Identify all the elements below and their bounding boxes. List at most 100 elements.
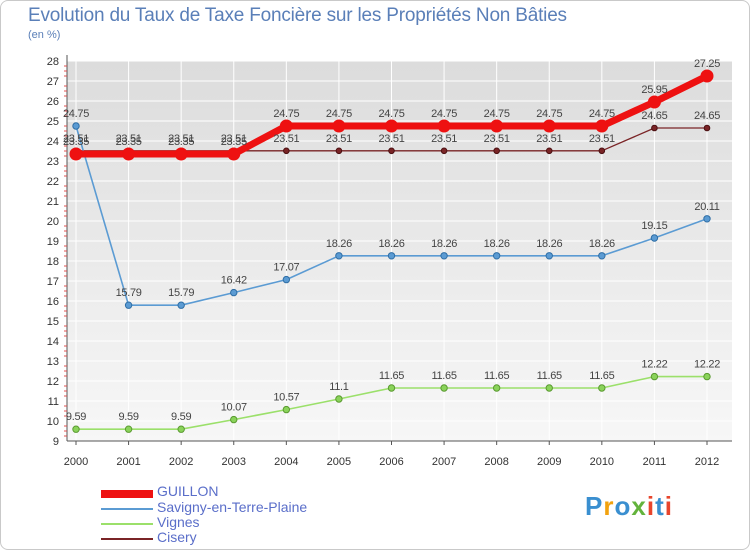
data-label-cisery: 23.51 xyxy=(589,133,615,145)
x-tick-label: 2008 xyxy=(484,456,508,468)
point-guillon[interactable] xyxy=(490,119,504,133)
legend-swatch-cisery xyxy=(101,538,153,540)
x-tick-label: 2005 xyxy=(327,456,351,468)
data-label-vignes: 12.22 xyxy=(694,359,720,371)
legend-swatch-vignes xyxy=(101,523,153,525)
data-label-savigny-en-terre-plaine: 18.26 xyxy=(536,238,562,250)
point-cisery[interactable] xyxy=(598,147,606,155)
point-vignes[interactable] xyxy=(650,372,659,381)
point-vignes[interactable] xyxy=(282,405,291,414)
point-guillon[interactable] xyxy=(227,147,241,161)
data-label-vignes: 11.65 xyxy=(589,370,614,382)
point-vignes[interactable] xyxy=(598,384,606,392)
point-guillon[interactable] xyxy=(69,147,83,161)
unit-label: (en %) xyxy=(28,29,61,41)
point-savigny-en-terre-plaine[interactable] xyxy=(124,301,133,309)
data-label-vignes: 11.65 xyxy=(379,370,404,382)
data-label-savigny-en-terre-plaine: 24.75 xyxy=(63,108,89,120)
point-vignes[interactable] xyxy=(703,372,711,381)
x-tick-label: 2002 xyxy=(169,456,193,468)
point-cisery[interactable] xyxy=(703,124,711,132)
data-label-vignes: 11.65 xyxy=(431,370,456,382)
point-guillon[interactable] xyxy=(279,119,293,133)
legend-swatch-guillon xyxy=(101,490,153,498)
point-savigny-en-terre-plaine[interactable] xyxy=(545,252,553,260)
logo-letter: x xyxy=(631,491,647,521)
point-guillon[interactable] xyxy=(437,119,451,133)
point-savigny-en-terre-plaine[interactable] xyxy=(230,288,238,297)
legend-label-savigny: Savigny-en-Terre-Plaine xyxy=(157,499,308,515)
point-savigny-en-terre-plaine[interactable] xyxy=(598,252,606,260)
data-label-vignes: 11.65 xyxy=(484,370,509,382)
point-cisery[interactable] xyxy=(545,147,553,155)
y-tick-label: 25 xyxy=(47,116,59,128)
x-tick-label: 2009 xyxy=(537,456,561,468)
point-vignes[interactable] xyxy=(124,425,133,433)
point-cisery[interactable] xyxy=(651,124,658,132)
data-label-vignes: 10.07 xyxy=(221,402,247,414)
point-savigny-en-terre-plaine[interactable] xyxy=(492,252,501,260)
data-label-cisery: 23.51 xyxy=(221,133,247,145)
point-vignes[interactable] xyxy=(545,384,553,392)
y-tick-label: 18 xyxy=(47,256,59,268)
point-cisery[interactable] xyxy=(283,147,290,155)
data-label-guillon: 24.75 xyxy=(536,108,562,120)
y-tick-label: 28 xyxy=(47,56,59,68)
point-savigny-en-terre-plaine[interactable] xyxy=(440,252,448,260)
point-cisery[interactable] xyxy=(440,147,448,155)
point-vignes[interactable] xyxy=(440,384,448,392)
data-labels: 23.51 23.51 23.51 23.51 23.51 23.51 23.51 23.51… xyxy=(63,58,721,423)
point-guillon[interactable] xyxy=(174,147,188,161)
point-vignes[interactable] xyxy=(387,384,396,392)
data-label-guillon: 24.75 xyxy=(378,108,404,120)
point-savigny-en-terre-plaine[interactable] xyxy=(650,234,659,242)
legend-swatch-savigny xyxy=(101,508,153,510)
grid xyxy=(67,60,732,442)
data-label-vignes: 9.59 xyxy=(171,411,191,423)
point-savigny-en-terre-plaine[interactable] xyxy=(335,252,343,260)
point-guillon[interactable] xyxy=(385,119,398,133)
data-label-savigny-en-terre-plaine: 15.79 xyxy=(116,287,142,299)
point-savigny-en-terre-plaine[interactable] xyxy=(387,252,396,260)
y-tick-label: 22 xyxy=(47,176,59,188)
point-savigny-en-terre-plaine[interactable] xyxy=(177,301,185,309)
data-label-cisery: 23.51 xyxy=(378,133,404,145)
point-vignes[interactable] xyxy=(230,415,238,424)
point-guillon[interactable] xyxy=(542,119,556,133)
y-tick-label: 24 xyxy=(47,136,59,148)
y-tick-label: 10 xyxy=(47,416,59,428)
data-label-guillon: 24.75 xyxy=(326,108,352,120)
point-guillon[interactable] xyxy=(595,119,609,133)
data-label-savigny-en-terre-plaine: 20.11 xyxy=(694,201,719,213)
data-label-cisery: 23.51 xyxy=(63,133,89,145)
point-vignes[interactable] xyxy=(177,425,185,433)
point-guillon[interactable] xyxy=(332,119,346,133)
point-savigny-en-terre-plaine[interactable] xyxy=(703,215,711,223)
point-cisery[interactable] xyxy=(335,147,343,155)
point-vignes[interactable] xyxy=(492,384,501,392)
data-label-cisery: 23.51 xyxy=(484,133,510,145)
data-label-cisery: 24.65 xyxy=(641,110,667,122)
data-label-savigny-en-terre-plaine: 19.15 xyxy=(641,220,667,232)
point-guillon[interactable] xyxy=(700,69,714,83)
y-tick-label: 23 xyxy=(47,156,59,168)
data-label-guillon: 24.75 xyxy=(273,108,299,120)
point-savigny-en-terre-plaine[interactable] xyxy=(72,122,80,130)
point-cisery[interactable] xyxy=(493,147,500,155)
data-label-savigny-en-terre-plaine: 18.26 xyxy=(589,238,615,250)
data-label-cisery: 23.51 xyxy=(116,133,142,145)
y-tick-label: 17 xyxy=(47,276,59,288)
point-vignes[interactable] xyxy=(72,425,80,433)
data-label-savigny-en-terre-plaine: 18.26 xyxy=(484,238,510,250)
point-guillon[interactable] xyxy=(647,95,661,109)
y-tick-label: 19 xyxy=(47,236,59,248)
data-label-savigny-en-terre-plaine: 15.79 xyxy=(168,287,194,299)
data-label-cisery: 23.51 xyxy=(536,133,562,145)
point-guillon[interactable] xyxy=(122,147,136,161)
legend-label-vignes: Vignes xyxy=(157,514,200,530)
point-cisery[interactable] xyxy=(388,147,395,155)
point-savigny-en-terre-plaine[interactable] xyxy=(282,275,291,284)
axes: 9 10 11 12 13 14 15 16 17 18 19 20 21 22 23 24 25 26 27 28 2… xyxy=(47,55,732,468)
point-vignes[interactable] xyxy=(335,395,343,403)
